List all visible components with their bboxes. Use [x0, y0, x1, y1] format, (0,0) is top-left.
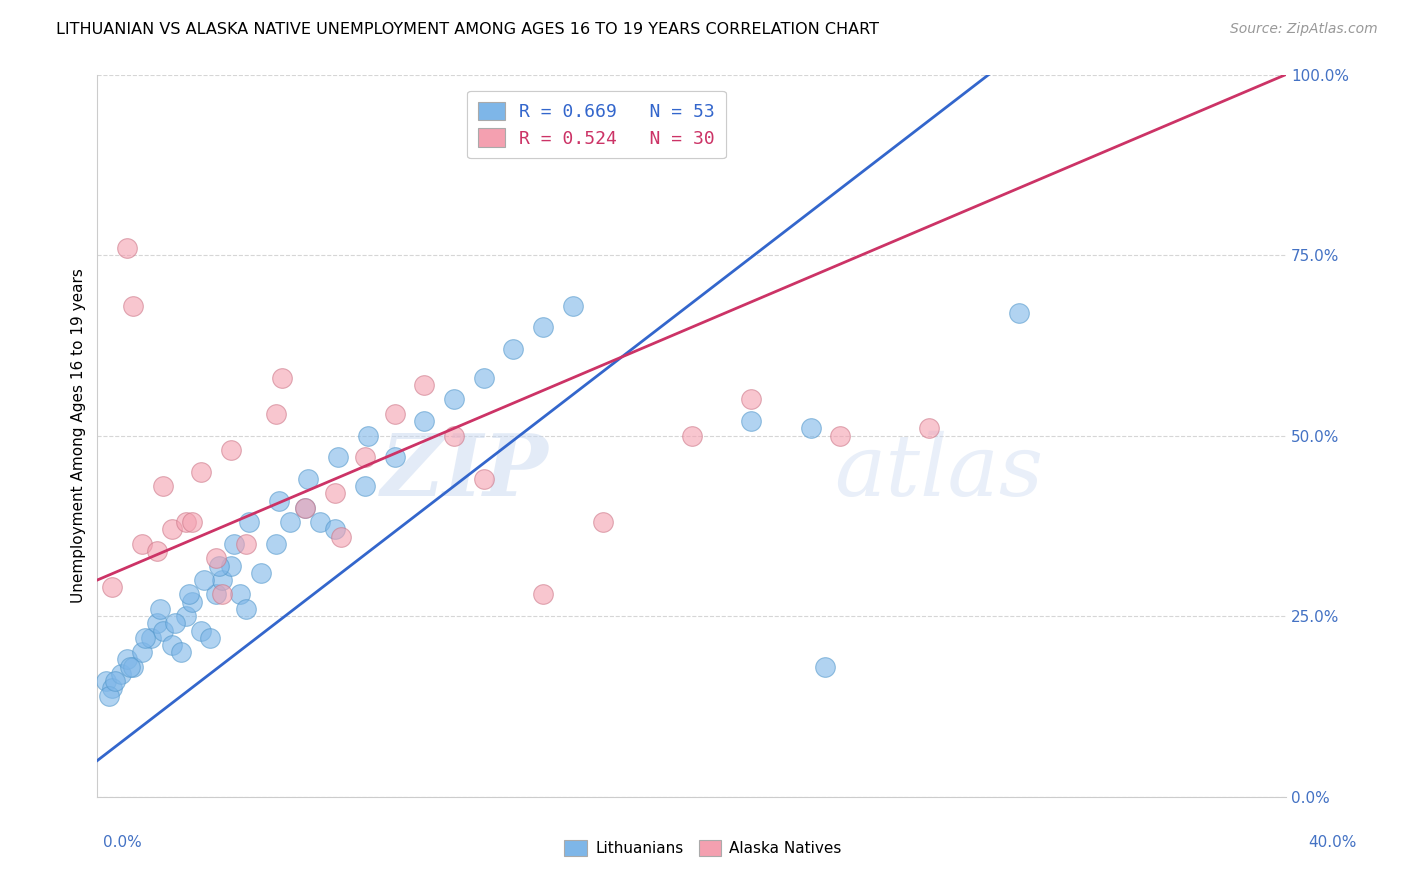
Text: atlas: atlas [834, 430, 1043, 513]
Legend: R = 0.669   N = 53, R = 0.524   N = 30: R = 0.669 N = 53, R = 0.524 N = 30 [467, 91, 725, 159]
Point [115, 652, 138, 666]
Point [1007, 306, 1029, 320]
Point [270, 371, 292, 385]
Point [384, 450, 406, 465]
Point [118, 659, 141, 673]
Point [176, 515, 198, 529]
Point [101, 681, 124, 696]
Point [235, 602, 257, 616]
Point [163, 616, 186, 631]
Point [152, 624, 174, 638]
Legend: Lithuanians, Alaska Natives: Lithuanians, Alaska Natives [558, 834, 848, 862]
Point [472, 371, 495, 385]
Text: Source: ZipAtlas.com: Source: ZipAtlas.com [1230, 22, 1378, 37]
Point [190, 465, 212, 479]
Point [799, 421, 821, 435]
Point [160, 638, 183, 652]
Point [443, 428, 465, 442]
Point [181, 595, 204, 609]
Point [681, 428, 703, 442]
Point [169, 645, 191, 659]
Point [235, 537, 257, 551]
Point [267, 493, 290, 508]
Point [353, 479, 375, 493]
Point [323, 486, 346, 500]
Point [249, 566, 271, 580]
Text: LITHUANIAN VS ALASKA NATIVE UNEMPLOYMENT AMONG AGES 16 TO 19 YEARS CORRELATION C: LITHUANIAN VS ALASKA NATIVE UNEMPLOYMENT… [56, 22, 879, 37]
Y-axis label: Unemployment Among Ages 16 to 19 years: Unemployment Among Ages 16 to 19 years [72, 268, 86, 603]
Point [211, 587, 233, 601]
Point [443, 392, 465, 407]
Point [193, 573, 215, 587]
Text: 0.0%: 0.0% [103, 836, 142, 850]
Point [531, 320, 554, 334]
Point [280, 515, 302, 529]
Point [190, 624, 212, 638]
Point [294, 500, 316, 515]
Point [309, 515, 332, 529]
Point [814, 659, 837, 673]
Point [502, 342, 524, 356]
Point [238, 515, 260, 529]
Point [200, 631, 222, 645]
Point [211, 573, 233, 587]
Point [830, 428, 852, 442]
Point [115, 241, 138, 255]
Point [110, 666, 132, 681]
Point [131, 645, 153, 659]
Point [152, 479, 174, 493]
Point [264, 407, 287, 421]
Point [222, 537, 245, 551]
Point [918, 421, 941, 435]
Point [561, 299, 583, 313]
Point [357, 428, 380, 442]
Point [205, 587, 228, 601]
Point [122, 299, 145, 313]
Point [353, 450, 375, 465]
Point [413, 378, 436, 392]
Point [146, 616, 169, 631]
Point [229, 587, 252, 601]
Point [131, 537, 153, 551]
Point [208, 558, 231, 573]
Point [98, 689, 121, 703]
Text: 40.0%: 40.0% [1309, 836, 1357, 850]
Point [149, 602, 172, 616]
Point [297, 472, 319, 486]
Point [472, 472, 495, 486]
Point [531, 587, 554, 601]
Point [179, 587, 201, 601]
Point [323, 523, 346, 537]
Point [740, 414, 762, 428]
Point [740, 392, 762, 407]
Point [96, 674, 118, 689]
Point [146, 544, 169, 558]
Point [101, 580, 124, 594]
Point [181, 515, 204, 529]
Point [176, 609, 198, 624]
Point [160, 523, 183, 537]
Point [205, 551, 228, 566]
Point [139, 631, 162, 645]
Point [413, 414, 436, 428]
Text: ZIP: ZIP [381, 430, 548, 514]
Point [134, 631, 156, 645]
Point [330, 530, 353, 544]
Point [122, 659, 145, 673]
Point [264, 537, 287, 551]
Point [294, 500, 316, 515]
Point [219, 443, 242, 458]
Point [219, 558, 242, 573]
Point [384, 407, 406, 421]
Point [592, 515, 614, 529]
Point [104, 674, 127, 689]
Point [326, 450, 349, 465]
